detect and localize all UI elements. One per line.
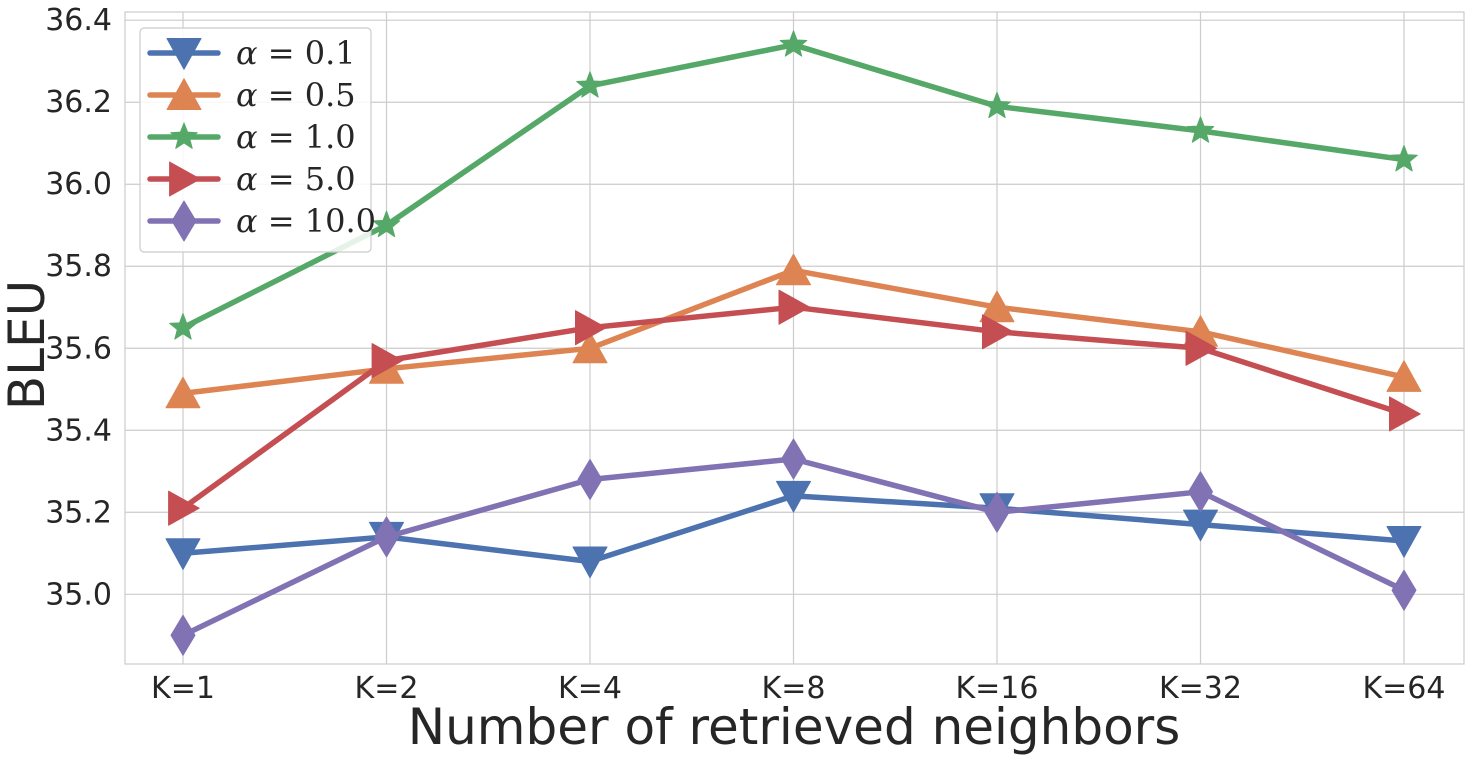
legend-entry: α = 10.0 <box>147 200 376 242</box>
data-point <box>1389 396 1421 432</box>
series-4 <box>170 438 1417 656</box>
series-group <box>165 30 1422 656</box>
data-point <box>1185 330 1218 366</box>
series-2 <box>169 30 1418 340</box>
legend-entry: α = 1.0 <box>147 118 356 156</box>
legend-marker <box>166 78 202 110</box>
data-point <box>776 480 811 513</box>
legend-label-value: = 5.0 <box>258 160 356 198</box>
data-point <box>572 331 608 364</box>
data-point <box>374 516 399 558</box>
y-tick-label: 35.8 <box>45 249 112 284</box>
x-tick-label: K=64 <box>1363 671 1446 706</box>
x-axis-ticks: K=1 K=2 K=4 K=8 K=16 K=32 K=64 <box>151 671 1445 706</box>
legend-label-symbol: α <box>236 118 258 156</box>
legend-label-symbol: α <box>236 160 258 198</box>
x-tick-label: K=32 <box>1159 671 1242 706</box>
legend-marker <box>171 200 197 242</box>
y-tick-label: 36.2 <box>45 85 112 120</box>
data-point <box>165 538 201 570</box>
legend: α = 0.1α = 0.5α = 1.0α = 5.0α = 10.0 <box>139 27 376 253</box>
y-axis-label: BLEU <box>0 280 56 410</box>
x-axis-label: Number of retrieved neighbors <box>408 698 1181 756</box>
data-point <box>982 314 1014 350</box>
data-point <box>779 30 808 57</box>
data-point <box>1391 569 1417 611</box>
data-point <box>576 71 604 98</box>
data-point <box>169 313 197 340</box>
x-tick-label: K=8 <box>762 671 826 706</box>
x-tick-label: K=2 <box>355 671 419 706</box>
x-tick-label: K=16 <box>956 671 1039 706</box>
legend-label-symbol: α <box>236 34 258 72</box>
y-axis-ticks: 35.0 35.2 35.4 35.6 35.8 36.0 36.2 36.4 <box>45 3 112 612</box>
data-point <box>979 290 1015 323</box>
legend-marker <box>166 38 202 70</box>
data-point <box>983 91 1011 119</box>
y-tick-label: 36.0 <box>45 167 112 202</box>
data-point <box>776 253 811 286</box>
data-point <box>778 289 811 325</box>
data-point <box>165 376 201 409</box>
data-point <box>572 546 608 579</box>
legend-label: α = 1.0 <box>236 118 356 156</box>
legend-label: α = 0.1 <box>236 34 356 72</box>
data-point <box>1386 526 1422 558</box>
legend-label: α = 10.0 <box>236 202 376 240</box>
x-tick-label: K=4 <box>558 671 622 706</box>
legend-label-value: = 1.0 <box>258 118 356 156</box>
legend-box <box>139 27 372 253</box>
y-tick-label: 36.4 <box>45 3 112 38</box>
data-point <box>371 343 404 379</box>
y-tick-label: 35.2 <box>45 495 112 530</box>
y-tick-label: 35.0 <box>45 577 112 612</box>
legend-label-symbol: α <box>236 202 258 240</box>
data-point <box>781 438 806 480</box>
data-point <box>984 491 1010 533</box>
legend-marker <box>169 161 201 197</box>
data-point <box>1186 116 1215 143</box>
legend-entry: α = 0.1 <box>147 34 356 72</box>
legend-label: α = 5.0 <box>236 160 356 198</box>
legend-label-value: = 0.1 <box>258 34 356 72</box>
legend-label: α = 0.5 <box>236 76 356 114</box>
x-tick-label: K=1 <box>151 671 215 706</box>
series-3 <box>168 289 1421 526</box>
legend-entry: α = 5.0 <box>147 160 356 198</box>
data-point <box>1390 145 1418 172</box>
legend-label-value: = 10.0 <box>258 202 376 240</box>
data-point <box>168 490 200 526</box>
data-point <box>577 459 603 500</box>
data-point <box>1188 471 1213 513</box>
y-tick-label: 35.6 <box>45 331 112 366</box>
data-point <box>1386 360 1422 392</box>
legend-marker <box>170 122 198 149</box>
data-point <box>575 310 607 346</box>
data-point <box>372 210 401 238</box>
y-tick-label: 35.4 <box>45 413 112 448</box>
data-point <box>170 614 196 656</box>
legend-entry: α = 0.5 <box>147 76 356 114</box>
legend-label-value: = 0.5 <box>258 76 356 114</box>
legend-label-symbol: α <box>236 76 258 114</box>
